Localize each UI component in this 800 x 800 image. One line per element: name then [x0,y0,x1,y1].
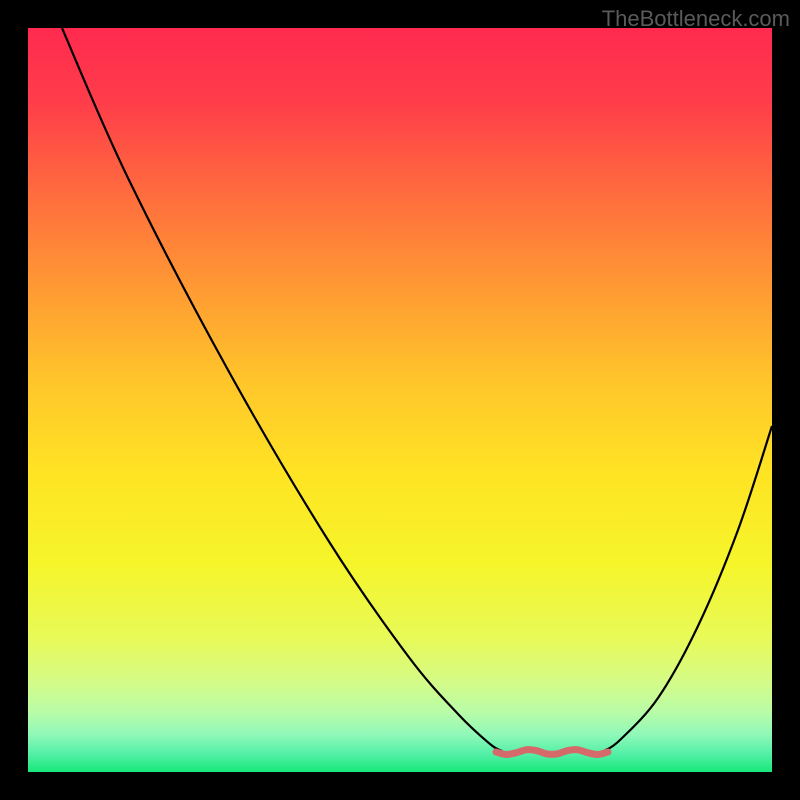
bottleneck-curve-overlay [28,28,772,772]
right-curve-line [604,426,772,751]
watermark-text: TheBottleneck.com [602,6,790,32]
left-curve-line [62,28,502,751]
plot-area [28,28,772,772]
valley-highlight-mark [496,750,608,755]
